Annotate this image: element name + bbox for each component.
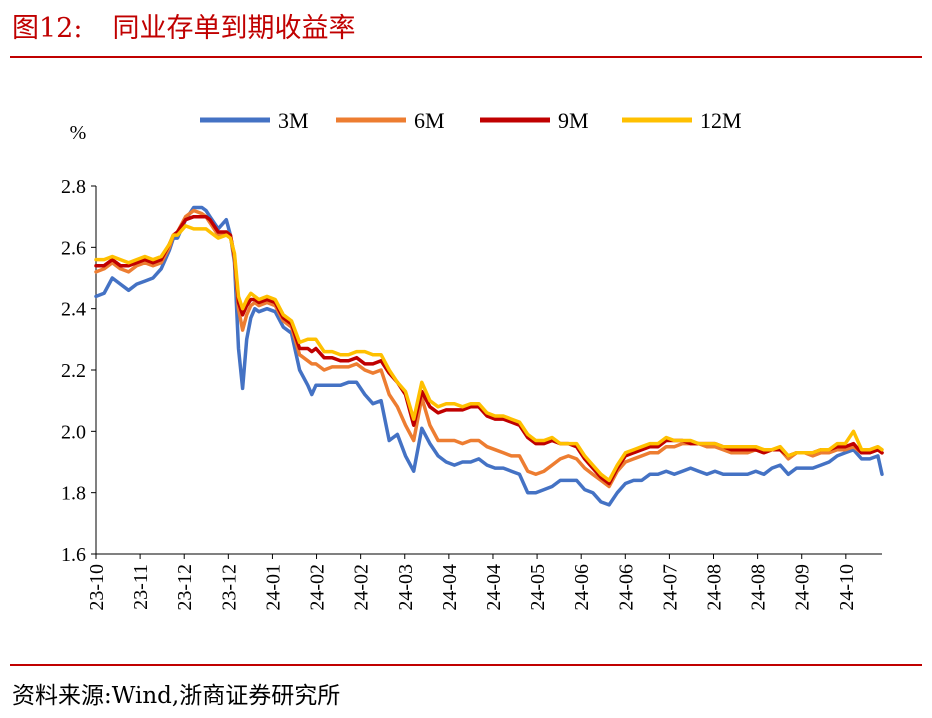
y-tick-label: 2.0: [61, 421, 86, 443]
source-note: 资料来源:Wind,浙商证券研究所: [12, 683, 341, 709]
x-tick-label: 24-06: [615, 564, 637, 611]
y-tick-label: 2.4: [61, 299, 86, 321]
series-line-3m: [94, 205, 884, 507]
x-tick-label: 24-05: [527, 564, 549, 611]
x-tick-label: 24-02: [307, 564, 329, 611]
y-axis-label: %: [70, 122, 87, 144]
top-divider: [10, 56, 922, 58]
legend-label-12m: 12M: [700, 108, 742, 133]
x-tick-label: 23-10: [86, 564, 108, 611]
y-axis: 1.6 1.8 2.0 2.2 2.4 2.6 2.8: [61, 176, 97, 566]
series-line-6m: [94, 208, 884, 489]
x-tick-label: 24-06: [571, 564, 593, 611]
figure-number: 图12:: [12, 13, 83, 44]
legend-label-6m: 6M: [414, 108, 445, 133]
x-tick-label: 24-10: [836, 564, 858, 611]
x-tick-label: 24-09: [792, 564, 814, 611]
y-tick-label: 1.8: [61, 483, 86, 505]
x-tick-label: 23-12: [218, 564, 240, 611]
x-tick-label: 23-11: [130, 564, 152, 610]
x-axis: 23-10 23-11 23-12 23-12 24-01 24-02 24-02 24-03…: [86, 553, 882, 611]
y-tick-label: 1.6: [61, 544, 86, 566]
x-tick-label: 24-01: [262, 564, 284, 611]
x-tick-label: 24-08: [704, 564, 726, 611]
x-tick-label: 24-02: [351, 564, 373, 611]
x-tick-label: 23-12: [174, 564, 196, 611]
x-tick-label: 24-03: [395, 564, 417, 611]
figure-title-text: 同业存单到期收益率: [112, 13, 356, 44]
figure-title: 图12: 同业存单到期收益率: [12, 6, 355, 45]
x-tick-label: 24-04: [439, 564, 461, 611]
bottom-divider: [10, 664, 922, 666]
x-tick-label: 24-04: [483, 564, 505, 611]
y-tick-label: 2.2: [61, 360, 86, 382]
legend-label-9m: 9M: [558, 108, 589, 133]
x-tick-label: 24-07: [659, 564, 681, 611]
legend-label-3m: 3M: [278, 108, 309, 133]
x-tick-label: 24-08: [748, 564, 770, 611]
plot-area: [94, 205, 884, 507]
y-tick-label: 2.8: [61, 176, 86, 198]
series-line-9m: [94, 214, 884, 486]
y-tick-label: 2.6: [61, 237, 86, 259]
series-line-12m: [94, 224, 884, 483]
chart-legend: 3M 6M 9M 12M: [200, 108, 742, 133]
line-chart: 3M 6M 9M 12M % 1.61.82.02.22.42.62.8 23-10 2…: [61, 108, 884, 611]
